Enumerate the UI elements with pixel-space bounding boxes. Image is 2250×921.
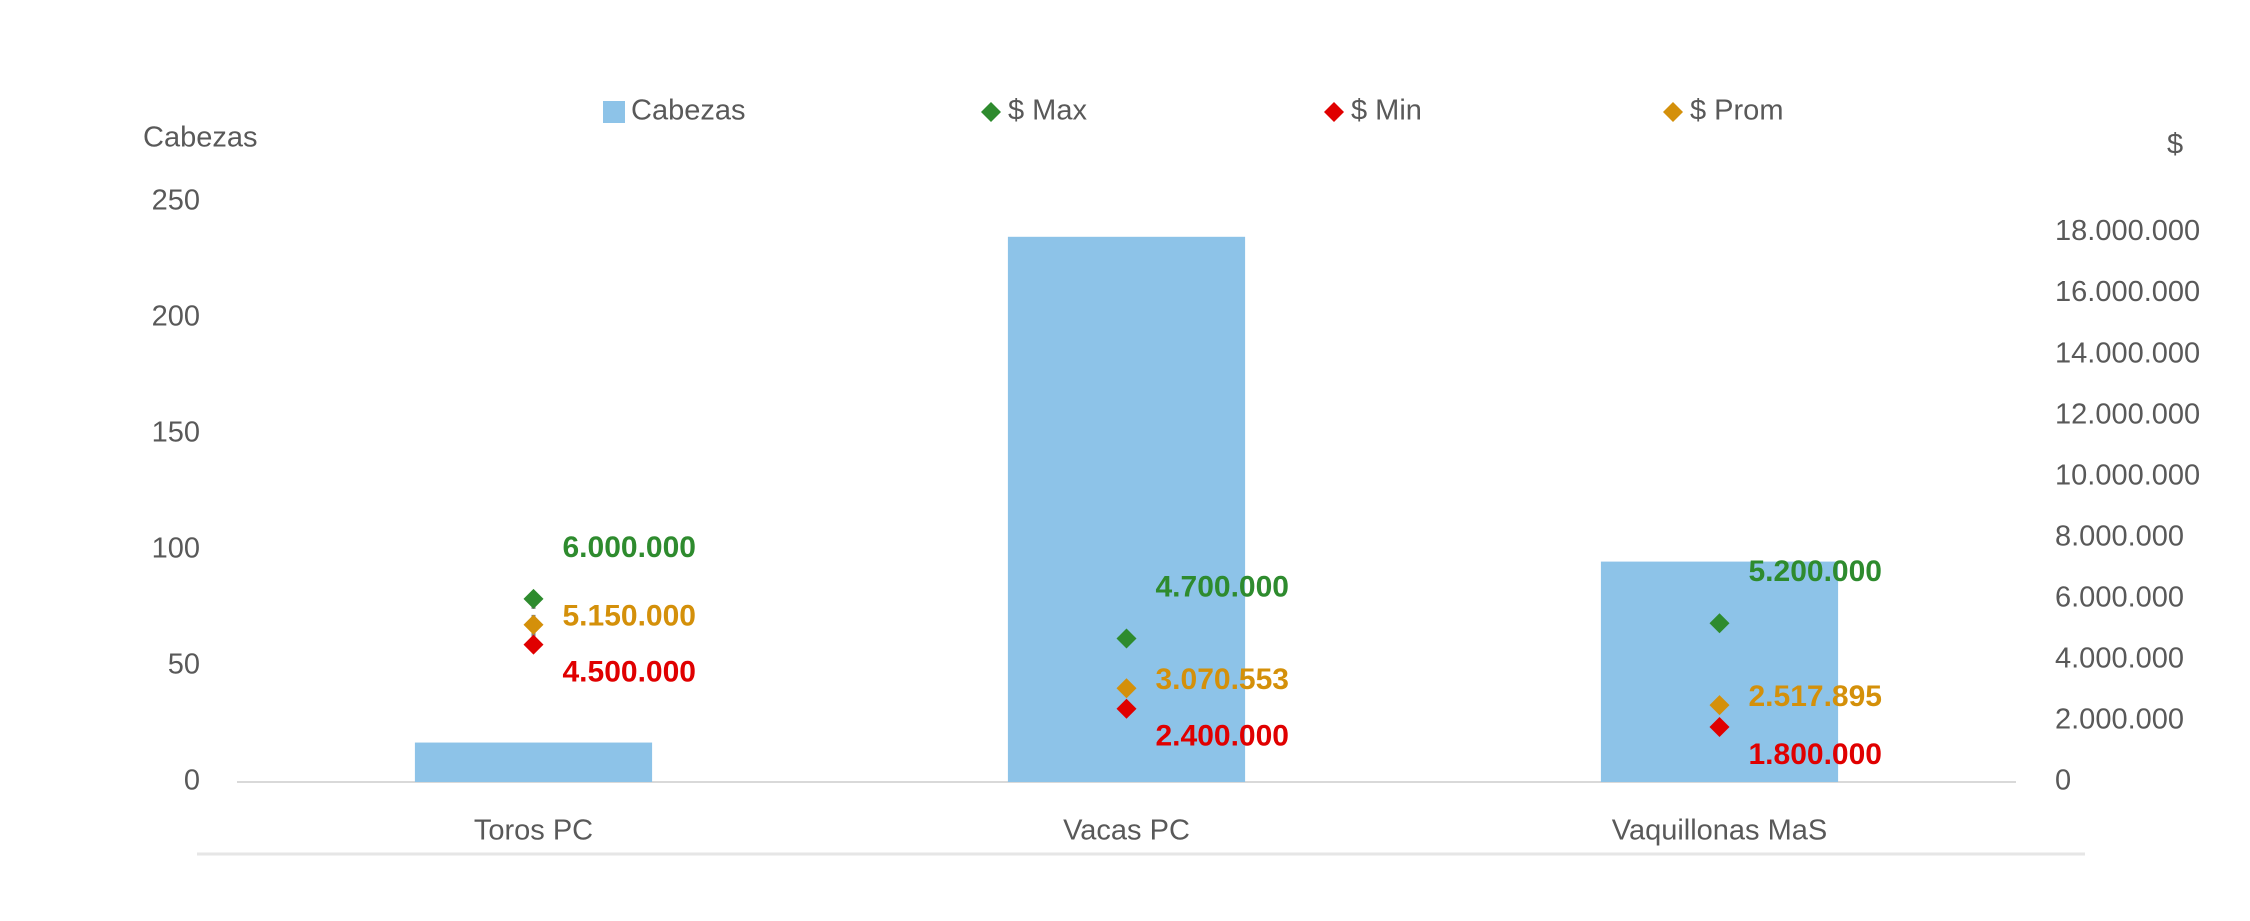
y2-tick-label: 2.000.000 xyxy=(2055,704,2184,736)
marker xyxy=(523,614,544,635)
y2-tick-label: 0 xyxy=(2055,765,2071,797)
y2-tick-label: 4.000.000 xyxy=(2055,643,2184,675)
y-tick-label: 250 xyxy=(152,185,200,217)
data-label: 4.500.000 xyxy=(563,656,696,689)
legend-label: Cabezas xyxy=(631,95,745,127)
data-label: 5.200.000 xyxy=(1749,555,1882,588)
marker xyxy=(1116,628,1137,649)
y-tick-label: 100 xyxy=(152,533,200,565)
y-tick-label: 50 xyxy=(168,649,200,681)
x-tick-label: Toros PC xyxy=(474,815,593,847)
x-tick-label: Vacas PC xyxy=(1063,815,1190,847)
legend-swatch xyxy=(981,102,1001,122)
y2-tick-label: 14.000.000 xyxy=(2055,337,2200,369)
y-tick-label: 200 xyxy=(152,301,200,333)
legend-label: $ Min xyxy=(1351,95,1422,127)
legend-swatch xyxy=(603,101,625,123)
data-label: 4.700.000 xyxy=(1156,570,1289,603)
marker xyxy=(1116,678,1137,699)
legend-label: $ Prom xyxy=(1690,95,1783,127)
data-label: 2.517.895 xyxy=(1749,680,1882,713)
y2-tick-label: 10.000.000 xyxy=(2055,459,2200,491)
legend-swatch xyxy=(1663,102,1683,122)
data-label: 5.150.000 xyxy=(563,600,696,633)
data-label: 6.000.000 xyxy=(563,531,696,564)
legend-swatch xyxy=(1324,102,1344,122)
marker xyxy=(1709,695,1730,716)
marker xyxy=(523,634,544,655)
y2-tick-label: 12.000.000 xyxy=(2055,398,2200,430)
marker xyxy=(1116,698,1137,719)
legend-label: $ Max xyxy=(1008,95,1087,127)
x-tick-label: Vaquillonas MaS xyxy=(1612,815,1827,847)
y2-tick-label: 6.000.000 xyxy=(2055,581,2184,613)
bar xyxy=(1600,561,1839,782)
data-label: 3.070.553 xyxy=(1156,663,1289,696)
marker xyxy=(1709,613,1730,634)
y2-tick-label: 18.000.000 xyxy=(2055,215,2200,247)
data-label: 1.800.000 xyxy=(1749,738,1882,771)
marker xyxy=(523,588,544,609)
bar xyxy=(414,742,653,782)
y2-tick-label: 16.000.000 xyxy=(2055,276,2200,308)
y2-tick-label: 8.000.000 xyxy=(2055,520,2184,552)
y-axis-title: Cabezas xyxy=(143,122,257,154)
y2-axis-title: $ xyxy=(2167,129,2183,161)
data-label: 2.400.000 xyxy=(1156,720,1289,753)
y-tick-label: 150 xyxy=(152,417,200,449)
y-tick-label: 0 xyxy=(184,765,200,797)
marker xyxy=(1709,717,1730,738)
